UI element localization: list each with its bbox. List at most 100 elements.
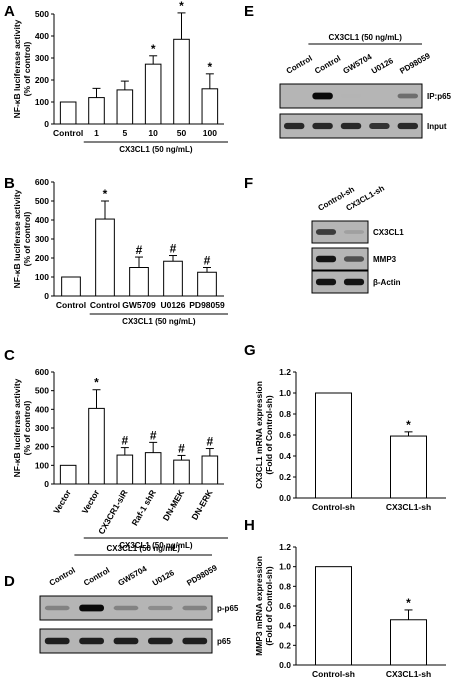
y-tick-label: 200 [35,75,49,85]
bar [197,271,217,297]
blot-band [343,278,365,286]
lane-label: U0126 [370,56,395,76]
bar [88,97,105,125]
lane-label: Control [48,566,77,588]
panel-label-h: H [244,517,255,534]
y-axis-label: NF-κB luciferase activity(% of control) [12,378,32,477]
bar [59,464,77,485]
y-tick-label: 0 [44,119,49,129]
bar [201,455,219,485]
y-axis-label-line: NF-κB luciferase activity [12,19,22,118]
y-axis-label-line: (% of control) [22,211,32,266]
x-tick-label: PD98059 [189,300,225,310]
blot-band [79,604,104,612]
significance-marker: # [204,254,211,268]
lane-label: GW5704 [342,52,374,76]
significance-marker: * [103,187,108,201]
bar [173,459,190,485]
group-label: CX3CL1 (50 ng/mL) [122,317,196,326]
x-tick-label: CX3CL1-sh [386,669,431,679]
lane-label: Control [313,54,342,76]
bar [144,63,162,125]
y-tick-label: 0.0 [279,660,291,670]
y-tick-label: 0 [44,479,49,489]
lane-label: PD98059 [185,563,219,588]
blot-strip [311,270,369,294]
blot-band [343,256,365,262]
y-axis-label-line: (Fold of Control-sh) [264,566,274,645]
x-tick-label: 50 [177,128,187,138]
blot-row-label: IP:p65 [427,92,452,101]
y-tick-label: 0.8 [279,409,291,419]
blot-band [113,605,139,611]
x-tick-label: GW5709 [122,300,156,310]
blot-row-label: CX3CL1 [373,228,404,237]
blot-band [148,605,173,611]
significance-marker: * [94,376,99,390]
blot-band [369,123,390,129]
blot-strip [311,247,369,271]
x-tick-label: Control-sh [312,502,355,512]
x-tick-label: Control-sh [312,669,355,679]
x-tick-label: CX3CL1-sh [386,502,431,512]
blot-row-label: β-Actin [373,278,401,287]
y-axis-label-line: MMP3 mRNA expression [254,556,264,656]
significance-marker: * [406,418,411,432]
y-axis-label-line: (% of control) [22,41,32,96]
y-tick-label: 1.2 [279,542,291,552]
blot-band [182,605,208,611]
y-tick-label: 0.4 [279,451,291,461]
y-tick-label: 600 [35,177,49,187]
blot-band [148,637,173,645]
x-tick-label: Control [90,300,120,310]
bar [390,435,427,499]
blot-row-label: MMP3 [373,255,397,264]
panel-label-c: C [4,347,15,364]
y-tick-label: 100 [35,272,49,282]
y-tick-label: 400 [35,215,49,225]
x-tick-label: Vector [51,487,73,515]
y-tick-label: 0.2 [279,640,291,650]
x-tick-label: U0126 [160,300,185,310]
x-tick-label: 5 [122,128,127,138]
x-tick-label: Control [53,128,83,138]
y-tick-label: 1.0 [279,388,291,398]
blot-band [182,637,208,645]
x-tick-label: 10 [148,128,158,138]
y-axis-label-line: NF-κB luciferase activity [12,189,22,288]
panel-label-a: A [4,3,15,20]
y-axis-label: NF-κB luciferase activity(% of control) [12,189,32,288]
x-tick-label: DN-MEK [161,487,187,522]
chart-g: 0.0 0.2 0.4 0.6 0.8 1.0 1.2 CX3CL1 mRNA express… [254,367,446,512]
y-axis-label: CX3CL1 mRNA expression(Fold of Control-s… [254,381,274,489]
bar [116,454,134,485]
x-tick-label: Control [56,300,86,310]
y-axis-label-line: (Fold of Control-sh) [264,395,274,474]
y-tick-label: 400 [35,31,49,41]
y-tick-label: 1.2 [279,367,291,377]
y-tick-label: 0.0 [279,493,291,503]
significance-marker: # [121,434,128,448]
x-tick-label: CX3CR1-siR [96,488,129,536]
significance-marker: # [178,441,185,455]
bar [390,619,427,666]
lane-label: GW5704 [117,564,149,588]
y-tick-label: 100 [35,460,49,470]
blot-band [343,230,365,234]
blot-band [315,229,337,235]
y-tick-label: 500 [35,196,49,206]
blot-band [397,122,419,130]
y-axis-label-line: CX3CL1 mRNA expression [254,381,264,489]
y-tick-label: 400 [35,404,49,414]
y-tick-label: 300 [35,234,49,244]
chart-h: 0.0 0.2 0.4 0.6 0.8 1.0 1.2 MMP3 mRNA expressio… [254,542,446,679]
bar [95,218,115,297]
lane-label: Control [82,566,111,588]
blot-group-label: CX3CL1 (50 ng/mL) [329,33,403,42]
y-tick-label: 200 [35,442,49,452]
bar [144,452,162,485]
blot-band [340,122,362,130]
bar [129,267,149,297]
